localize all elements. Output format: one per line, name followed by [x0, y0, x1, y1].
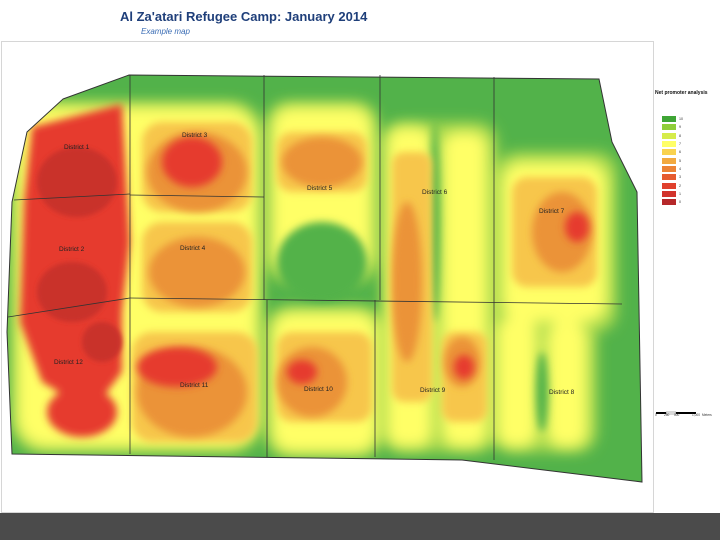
district-1-label: District 1: [64, 144, 90, 151]
dr-2: [37, 262, 107, 322]
legend-label: 4: [679, 166, 681, 171]
legend-item: 0: [662, 198, 683, 206]
legend-label: 8: [679, 133, 681, 138]
legend-item: 10: [662, 115, 683, 123]
green-hole-d5: [277, 222, 367, 302]
dr-1: [37, 147, 117, 217]
legend-label: 0: [679, 200, 681, 205]
scale-tick-1: 250: [664, 413, 670, 417]
legend-swatch: [662, 190, 676, 197]
legend-swatch: [662, 199, 676, 206]
district-7-label: District 7: [539, 208, 565, 215]
district-5-label: District 5: [307, 185, 333, 192]
legend-label: 6: [679, 150, 681, 155]
or-d5: [282, 137, 362, 187]
green-hole-d8: [536, 352, 548, 432]
district-2-label: District 2: [59, 246, 85, 253]
boundary-mid-h: [129, 297, 623, 305]
legend-label: 7: [679, 142, 681, 147]
legend-swatch: [662, 157, 676, 164]
yellow-d8b: [547, 322, 587, 447]
red-d9: [454, 355, 474, 379]
legend-swatch: [662, 165, 676, 172]
map-panel: District 1 District 2 District 3 Distric…: [1, 41, 654, 513]
district-3-label: District 3: [182, 132, 208, 139]
boundary-d3-d4: [129, 194, 265, 198]
red-d3: [162, 137, 222, 187]
heat-map: District 1 District 2 District 3 Distric…: [6, 74, 643, 483]
district-9-label: District 9: [420, 387, 446, 394]
slide-title: Al Za'atari Refugee Camp: January 2014: [120, 9, 368, 24]
legend-item: 2: [662, 181, 683, 189]
scale-bar-graphic: [656, 411, 696, 415]
legend-item: 9: [662, 123, 683, 131]
legend-item: 4: [662, 165, 683, 173]
red-d10: [287, 360, 317, 384]
district-10-label: District 10: [304, 386, 333, 393]
boundary-d1-d2: [13, 193, 131, 201]
legend-label: 2: [679, 183, 681, 188]
legend-label: 3: [679, 175, 681, 180]
scale-unit: Meters: [702, 413, 712, 417]
boundary-d2-d12: [7, 297, 131, 318]
district-4-label: District 4: [180, 245, 206, 252]
legend-swatch: [662, 116, 676, 123]
green-hole-d6: [430, 122, 440, 322]
legend-label: 5: [679, 158, 681, 163]
legend-item: 3: [662, 173, 683, 181]
legend-swatch: [662, 124, 676, 131]
legend-label: 9: [679, 125, 681, 130]
red-d12: [47, 387, 117, 437]
legend-swatch: [662, 182, 676, 189]
legend-label: 1: [679, 191, 681, 196]
district-11-label: District 11: [180, 382, 209, 389]
legend-label: 10: [679, 117, 683, 122]
legend-swatch: [662, 132, 676, 139]
scale-bar: 0 250 500 1,000 Meters: [654, 405, 714, 421]
or-d4: [149, 237, 245, 307]
scale-tick-2: 500: [674, 413, 680, 417]
legend-swatch: [662, 149, 676, 156]
legend: 10 9 8 7 6 5 4 3 2 1 0: [662, 115, 683, 206]
district-8-label: District 8: [549, 389, 575, 396]
legend-swatch: [662, 174, 676, 181]
footer-bar: [0, 513, 720, 540]
legend-item: 7: [662, 140, 683, 148]
legend-item: 6: [662, 148, 683, 156]
red-d11: [137, 347, 217, 387]
dr-3: [82, 322, 122, 362]
legend-swatch: [662, 141, 676, 148]
or-d6: [392, 202, 422, 362]
district-6-label: District 6: [422, 189, 448, 196]
scale-tick-0: 0: [655, 413, 657, 417]
camp-boundary: [6, 74, 643, 483]
legend-title: Net promoter analysis: [655, 90, 708, 96]
yellow-d8a: [497, 317, 537, 447]
red-d7: [565, 212, 589, 242]
slide-subtitle: Example map: [141, 27, 190, 36]
legend-item: 1: [662, 190, 683, 198]
legend-item: 8: [662, 132, 683, 140]
or-d10: [277, 347, 347, 417]
district-12-label: District 12: [54, 359, 83, 366]
scale-tick-3: 1,000: [692, 413, 700, 417]
legend-item: 5: [662, 156, 683, 164]
